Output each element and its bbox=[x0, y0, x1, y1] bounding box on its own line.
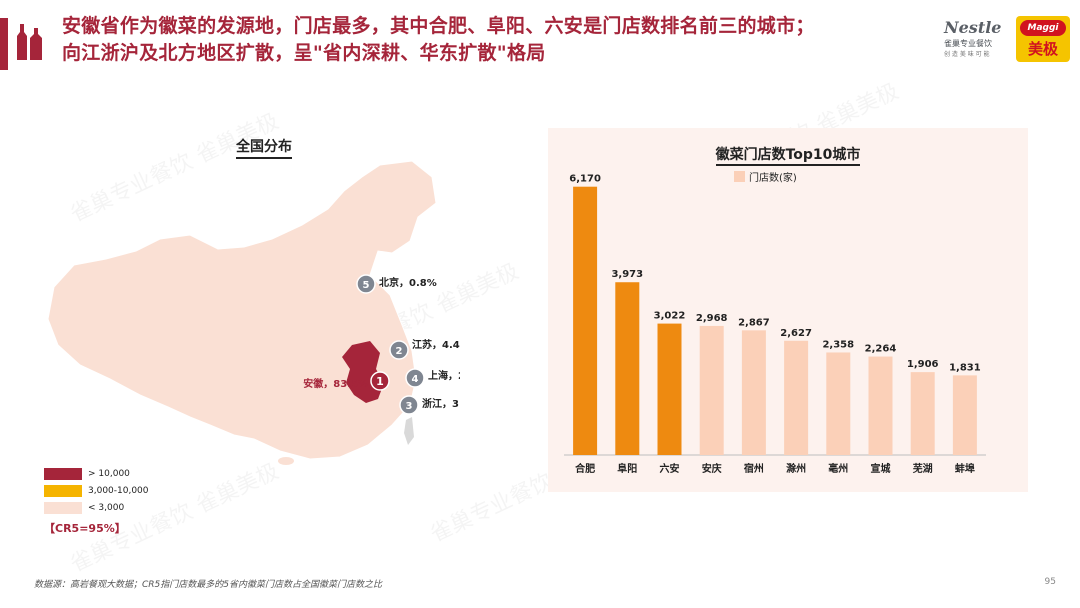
title-line-1: 安徽省作为徽菜的发源地，门店最多，其中合肥、阜阳、六安是门店数排名前三的城市； bbox=[62, 15, 815, 37]
label-shanghai: 上海，2.4% bbox=[428, 369, 460, 382]
legend-row: < 3,000 bbox=[44, 499, 149, 516]
china-map: 1 2 3 4 5 安徽，83.5% 江苏，4.4% 浙江，3.4% 上海，2.… bbox=[47, 160, 460, 465]
bar-芜湖 bbox=[910, 372, 935, 455]
page-title: 安徽省作为徽菜的发源地，门店最多，其中合肥、阜阳、六安是门店数排名前三的城市； … bbox=[62, 13, 942, 67]
chart-legend-label: 门店数(家) bbox=[749, 171, 797, 184]
rank-marker-4-text: 4 bbox=[412, 374, 419, 385]
map-title: 全国分布 bbox=[236, 136, 292, 159]
category-label: 芜湖 bbox=[913, 462, 933, 475]
title-accent-bar bbox=[0, 18, 8, 70]
bar-六安 bbox=[657, 323, 682, 455]
category-label: 合肥 bbox=[574, 462, 595, 475]
rank-marker-2: 2 bbox=[389, 340, 409, 360]
maggi-logo-bottom: 美极 bbox=[1027, 40, 1058, 58]
china-outline bbox=[47, 160, 437, 460]
bar-value-label: 2,358 bbox=[822, 339, 854, 350]
hainan-shape bbox=[278, 457, 294, 465]
bar-蚌埠 bbox=[952, 375, 977, 455]
bar-value-label: 1,906 bbox=[907, 359, 939, 370]
category-label: 亳州 bbox=[828, 462, 848, 475]
rank-marker-1-text: 1 bbox=[376, 375, 384, 388]
label-zhejiang: 浙江，3.4% bbox=[422, 397, 460, 410]
taiwan-shape bbox=[404, 417, 414, 445]
maggi-logo: Maggi 美极 bbox=[1016, 16, 1070, 62]
rank-marker-1: 1 bbox=[370, 371, 390, 391]
source-note: 数据源：高岩餐观大数据；CR5指门店数最多的5省内徽菜门店数占全国徽菜门店数之比 bbox=[34, 580, 382, 590]
category-label: 安庆 bbox=[702, 462, 722, 475]
maggi-logo-top: Maggi bbox=[1020, 20, 1066, 36]
bar-合肥 bbox=[573, 186, 598, 455]
rank-marker-4: 4 bbox=[405, 368, 425, 388]
bar-chart: 门店数(家) 6,170 合肥 3,973 阜阳 3,022 六安 2,968 安庆 2,867 宿… bbox=[564, 171, 986, 475]
cr5-note: 【CR5=95%】 bbox=[44, 522, 126, 535]
nestle-logo: Nestle 雀巢专业餐饮 创 造 美 味 可 能 bbox=[944, 18, 1016, 62]
legend-swatch bbox=[44, 484, 82, 497]
bar-value-label: 2,968 bbox=[696, 313, 728, 324]
label-beijing: 北京，0.8% bbox=[379, 276, 437, 289]
label-jiangsu: 江苏，4.4% bbox=[412, 338, 460, 351]
category-label: 阜阳 bbox=[617, 462, 637, 475]
rank-marker-5: 5 bbox=[356, 274, 376, 294]
bar-宿州 bbox=[741, 330, 766, 455]
map-legend: > 10,000 3,000-10,000 < 3,000 bbox=[44, 465, 149, 516]
rank-marker-3-text: 3 bbox=[406, 401, 413, 412]
bar-value-label: 2,264 bbox=[865, 344, 897, 355]
rank-marker-5-text: 5 bbox=[363, 280, 370, 291]
bar-阜阳 bbox=[615, 282, 640, 455]
nestle-logo-name: Nestle bbox=[944, 18, 1002, 37]
title-line-2: 向江浙沪及北方地区扩散，呈"省内深耕、华东扩散"格局 bbox=[62, 42, 546, 64]
bar-滁州 bbox=[784, 340, 809, 455]
legend-row: 3,000-10,000 bbox=[44, 482, 149, 499]
label-anhui: 安徽，83.5% bbox=[303, 377, 368, 390]
page-number: 95 bbox=[1044, 577, 1056, 587]
chart-legend-swatch bbox=[734, 171, 745, 182]
bar-亳州 bbox=[826, 352, 851, 455]
category-label: 宣城 bbox=[871, 462, 891, 475]
chart-title-wrap: 徽菜门店数Top10城市 bbox=[548, 144, 1028, 166]
bottles-icon bbox=[17, 24, 42, 60]
bar-安庆 bbox=[699, 325, 724, 455]
legend-swatch bbox=[44, 467, 82, 480]
chart-panel: 门店数(家) 6,170 合肥 3,973 阜阳 3,022 六安 2,968 安庆 2,867 宿… bbox=[548, 128, 1028, 492]
legend-label: > 10,000 bbox=[88, 468, 130, 479]
category-label: 滁州 bbox=[786, 462, 806, 475]
bar-value-label: 1,831 bbox=[949, 362, 981, 373]
legend-swatch bbox=[44, 501, 82, 514]
rank-marker-2-text: 2 bbox=[396, 346, 403, 357]
category-label: 蚌埠 bbox=[955, 462, 975, 475]
bar-value-label: 3,973 bbox=[611, 269, 643, 280]
bar-宣城 bbox=[868, 356, 893, 455]
bar-value-label: 3,022 bbox=[654, 311, 686, 322]
nestle-logo-sub1: 雀巢专业餐饮 bbox=[944, 39, 992, 48]
category-label: 六安 bbox=[660, 462, 680, 475]
rank-marker-3: 3 bbox=[399, 395, 419, 415]
legend-label: 3,000-10,000 bbox=[88, 485, 149, 496]
legend-row: > 10,000 bbox=[44, 465, 149, 482]
legend-label: < 3,000 bbox=[88, 502, 125, 513]
bar-value-label: 2,627 bbox=[780, 328, 812, 339]
bar-value-label: 6,170 bbox=[569, 174, 601, 185]
category-label: 宿州 bbox=[744, 462, 764, 475]
bar-value-label: 2,867 bbox=[738, 317, 770, 328]
nestle-logo-sub2: 创 造 美 味 可 能 bbox=[944, 51, 990, 58]
chart-title: 徽菜门店数Top10城市 bbox=[715, 147, 861, 166]
